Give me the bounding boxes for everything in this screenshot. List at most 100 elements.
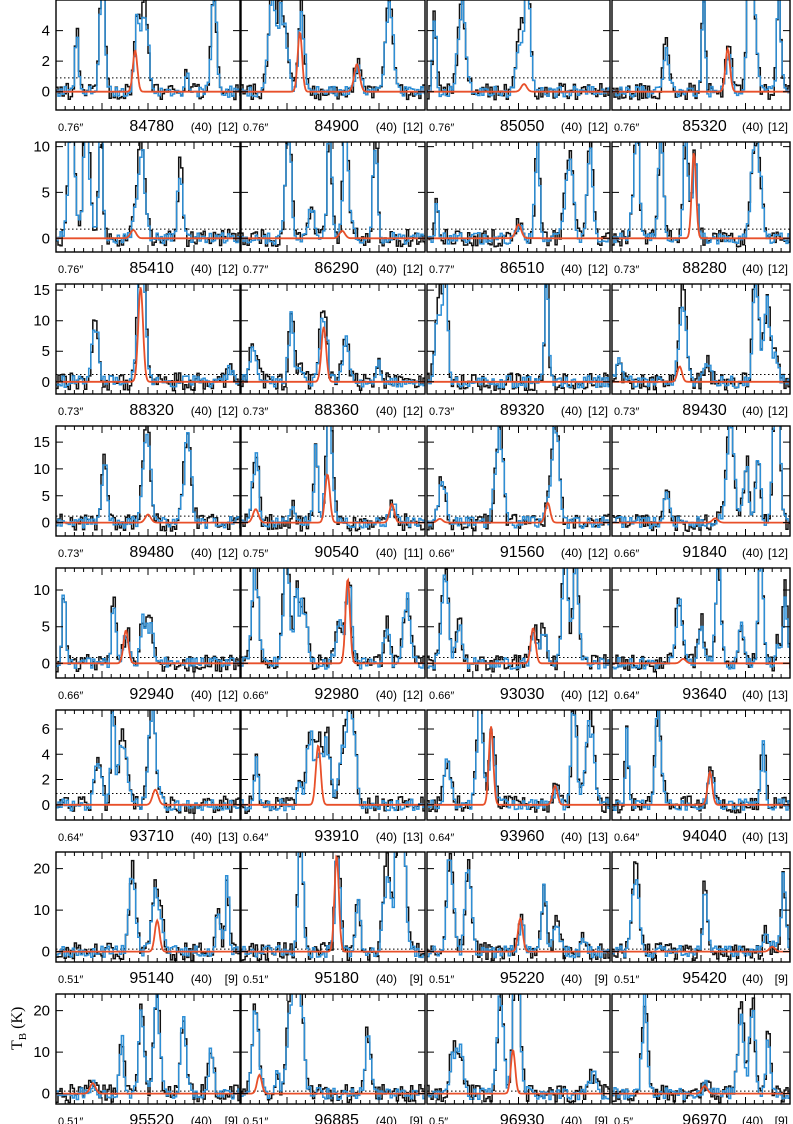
frequency-label: 93030	[500, 686, 545, 703]
plot-area	[56, 859, 240, 962]
plot-area	[612, 142, 790, 248]
y-tick-marks	[56, 1010, 240, 1095]
frequency-label: 93960	[500, 828, 545, 845]
plot-area	[56, 142, 240, 248]
plot-area	[241, 710, 425, 815]
species-model-spectrum	[56, 1082, 240, 1095]
frequency-label: 93910	[314, 828, 359, 845]
beam-size-label: 0.64″	[58, 832, 83, 844]
beam-size-label: 0.77″	[429, 264, 454, 276]
spectrum-panel: 0.77″ 86510 (40) [12]	[426, 141, 611, 277]
full-model-spectrum	[241, 568, 425, 670]
beam-size-label: 0.73″	[243, 406, 268, 418]
tag-paren-label: (40)	[561, 830, 582, 844]
frequency-label: 96885	[314, 1112, 359, 1124]
species-model-spectrum	[56, 629, 240, 665]
plot-area	[56, 284, 240, 392]
spectrum-panel: 0.76″ 85050 (40) [12]	[426, 0, 611, 135]
x-tick-marks	[435, 710, 602, 820]
tag-bracket-label: [12]	[588, 404, 608, 418]
spectrum-panel: 0.51″ 95180 (40) [9]	[240, 851, 426, 987]
species-model-spectrum	[427, 726, 610, 806]
x-tick-marks	[620, 568, 782, 678]
spectrum-panel: 0.75″ 90540 (40) [11]	[240, 425, 426, 561]
spectrum-panel: 0 5 10 15 0.73″ 89480 (40) [12]	[33, 425, 241, 561]
plot-area	[241, 994, 425, 1104]
y-tick-marks	[241, 868, 425, 953]
x-tick-marks	[620, 142, 782, 252]
tag-paren-label: (40)	[561, 688, 582, 702]
tag-paren-label: (40)	[561, 120, 582, 134]
tag-bracket-label: [12]	[218, 262, 238, 276]
species-model-spectrum	[427, 223, 610, 240]
frequency-label: 96930	[500, 1112, 545, 1124]
tag-paren-label: (40)	[191, 546, 212, 560]
observed-spectrum	[56, 0, 240, 101]
full-model-spectrum	[241, 710, 425, 812]
species-model-spectrum	[56, 513, 240, 524]
tag-paren-label: (40)	[742, 688, 763, 702]
beam-size-label: 0.73″	[58, 406, 83, 418]
observed-spectrum	[241, 426, 425, 532]
species-model-spectrum	[612, 945, 790, 953]
y-tick-label: 10	[33, 461, 50, 478]
full-model-spectrum	[56, 874, 240, 959]
frequency-label: 92940	[129, 686, 174, 703]
tag-bracket-label: [12]	[218, 120, 238, 134]
panel-frame	[426, 0, 611, 111]
observed-spectrum	[427, 710, 610, 814]
plot-area	[427, 284, 610, 392]
frequency-label: 85410	[129, 260, 174, 277]
spectrum-panel: 0 5 10 15 0.73″ 88320 (40) [12]	[33, 282, 241, 419]
full-model-spectrum	[612, 0, 790, 98]
observed-spectrum	[427, 852, 610, 962]
plot-area	[427, 0, 610, 101]
spectrum-panel: 0.64″ 93960 (40) [13]	[426, 709, 611, 845]
frequency-label: 84900	[314, 118, 359, 135]
tag-paren-label: (40)	[561, 262, 582, 276]
plot-area	[427, 994, 610, 1104]
y-tick-label: 0	[42, 797, 50, 814]
spectrum-panel: 0.64″ 93910 (40) [13]	[240, 709, 426, 845]
plot-area	[427, 568, 610, 673]
tag-paren-label: (40)	[191, 830, 212, 844]
y-tick-marks	[427, 30, 610, 93]
beam-size-label: 0.73″	[429, 406, 454, 418]
spectrum-panel: 0.66″ 92980 (40) [12]	[240, 567, 426, 703]
beam-size-label: 0.73″	[614, 264, 639, 276]
tag-bracket-label: [12]	[403, 404, 423, 418]
tag-bracket-label: [12]	[768, 120, 788, 134]
x-tick-marks	[64, 142, 232, 252]
y-tick-marks	[612, 289, 790, 383]
observed-spectrum	[427, 994, 610, 1104]
plot-area	[56, 594, 240, 673]
panel-frame	[55, 851, 241, 963]
x-tick-marks	[435, 284, 602, 394]
full-model-spectrum	[241, 0, 425, 98]
tag-bracket-label: [12]	[768, 546, 788, 560]
beam-size-label: 0.73″	[58, 548, 83, 560]
frequency-label: 84780	[129, 118, 174, 135]
plot-area	[427, 142, 610, 248]
plot-area	[56, 994, 240, 1104]
tag-bracket-label: [12]	[768, 262, 788, 276]
frequency-label: 90540	[314, 544, 359, 561]
y-tick-marks	[241, 441, 425, 524]
tag-paren-label: (40)	[376, 830, 397, 844]
x-tick-marks	[249, 568, 417, 678]
spectrum-panel: 0 5 10 0.76″ 85410 (40) [12]	[33, 139, 241, 277]
plot-area	[427, 426, 610, 532]
species-model-spectrum	[241, 1073, 425, 1095]
tag-bracket-label: [9]	[595, 972, 608, 986]
beam-size-label: 0.73″	[614, 406, 639, 418]
frequency-label: 89430	[682, 402, 727, 419]
spectrum-panel: 0.73″ 88360 (40) [12]	[240, 283, 426, 419]
species-model-spectrum	[241, 30, 425, 93]
spectrum-panel: 0 5 10 0.66″ 92940 (40) [12]	[33, 567, 241, 703]
species-model-spectrum	[612, 45, 790, 93]
x-tick-marks	[64, 852, 232, 962]
plot-area	[612, 568, 790, 673]
tag-bracket-label: [12]	[403, 688, 423, 702]
y-tick-label: 10	[33, 313, 50, 330]
x-tick-marks	[249, 710, 417, 820]
